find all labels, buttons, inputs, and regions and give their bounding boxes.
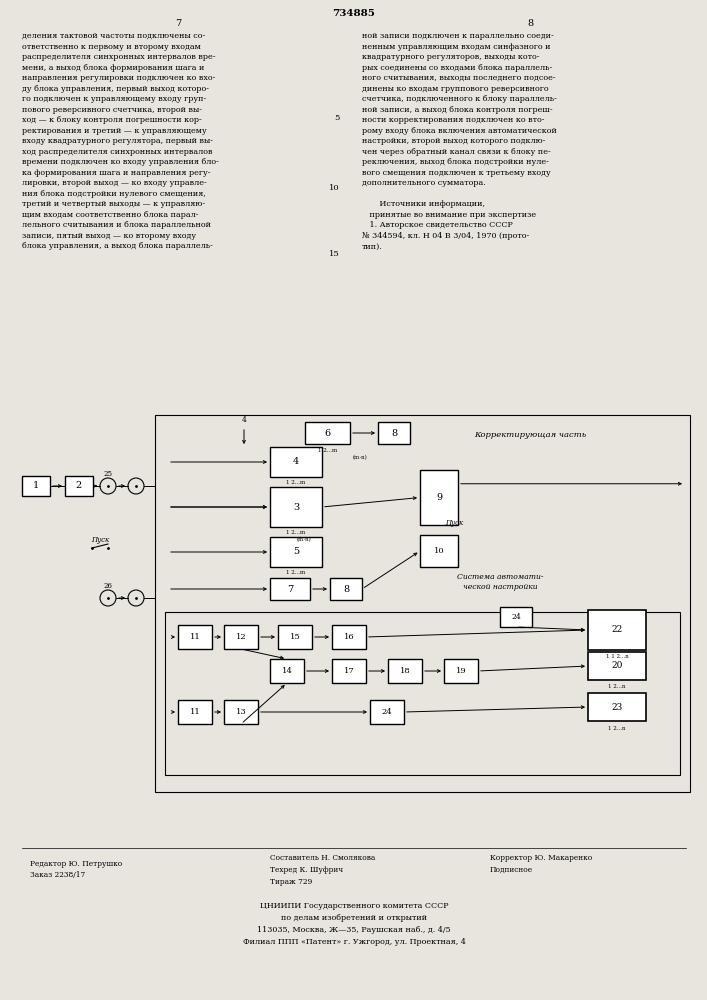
Text: 25: 25 [103, 470, 112, 478]
Text: Система автомати-
ческой настройки: Система автомати- ческой настройки [457, 573, 543, 591]
Text: Составитель Н. Смолякова: Составитель Н. Смолякова [270, 854, 375, 862]
Bar [332, 625, 366, 649]
Text: 23: 23 [612, 702, 623, 712]
Text: 6: 6 [325, 428, 331, 438]
Text: ЦНИИПИ Государственного комитета СССР: ЦНИИПИ Государственного комитета СССР [259, 902, 448, 910]
Text: 3: 3 [293, 502, 299, 512]
Text: 4: 4 [242, 416, 247, 424]
Text: 26: 26 [103, 582, 112, 590]
Text: Подписное: Подписное [490, 866, 533, 874]
Bar [332, 659, 366, 683]
Bar [224, 700, 258, 724]
Text: 19: 19 [455, 667, 467, 675]
Bar [305, 422, 350, 444]
Text: 8: 8 [391, 428, 397, 438]
Text: 1 2...m: 1 2...m [286, 570, 305, 574]
Bar [420, 470, 458, 525]
Text: деления тактовой частоты подключены со-
ответственно к первому и второму входам
: деления тактовой частоты подключены со- … [22, 32, 219, 250]
Text: 113035, Москва, Ж—35, Раушская наб., д. 4/5: 113035, Москва, Ж—35, Раушская наб., д. … [257, 926, 451, 934]
Text: 10: 10 [329, 184, 340, 192]
Text: 22: 22 [612, 626, 623, 635]
Text: Корректирующая часть: Корректирующая часть [474, 431, 586, 439]
Text: 24: 24 [382, 708, 392, 716]
Text: Техред К. Шуфрич: Техред К. Шуфрич [270, 866, 343, 874]
Text: 12: 12 [235, 633, 246, 641]
Text: Филиал ППП «Патент» г. Ужгород, ул. Проектная, 4: Филиал ППП «Патент» г. Ужгород, ул. Прое… [243, 938, 465, 946]
Text: Источники информации,
   принятые во внимание при экспертизе
   1. Авторское сви: Источники информации, принятые во вниман… [362, 200, 536, 251]
Bar [370, 700, 404, 724]
Text: 2: 2 [76, 482, 82, 490]
Text: 18: 18 [399, 667, 410, 675]
Text: 1 2...m: 1 2...m [318, 448, 337, 452]
Bar [22, 476, 50, 496]
Text: Редактор Ю. Петрушко
Заказ 2238/17: Редактор Ю. Петрушко Заказ 2238/17 [30, 860, 122, 879]
Text: 1 2...n: 1 2...n [608, 726, 626, 730]
Text: Пуск: Пуск [91, 536, 109, 544]
Text: Тираж 729: Тираж 729 [270, 878, 312, 886]
Text: 8: 8 [527, 19, 533, 28]
Text: Пуск: Пуск [445, 519, 463, 527]
Text: (m·n): (m·n) [353, 455, 368, 461]
Bar [444, 659, 478, 683]
Bar [588, 693, 646, 721]
Text: 5: 5 [293, 548, 299, 556]
Text: 1 2...m: 1 2...m [286, 480, 305, 485]
Text: 11: 11 [189, 633, 200, 641]
Bar [165, 612, 680, 775]
Text: 14: 14 [281, 667, 293, 675]
Text: 15: 15 [329, 250, 340, 258]
Text: 9: 9 [436, 493, 442, 502]
Text: 17: 17 [344, 667, 354, 675]
Text: (m·n): (m·n) [297, 537, 311, 543]
Bar [178, 700, 212, 724]
Text: ной записи подключен к параллельно соеди-
ненным управляющим входам синфазного и: ной записи подключен к параллельно соеди… [362, 32, 557, 187]
Text: Корректор Ю. Макаренко: Корректор Ю. Макаренко [490, 854, 592, 862]
Text: 24: 24 [511, 613, 521, 621]
Text: 20: 20 [612, 662, 623, 670]
Text: 1 2...m: 1 2...m [286, 530, 305, 534]
Text: 13: 13 [235, 708, 246, 716]
Text: 8: 8 [343, 584, 349, 593]
Text: 1: 1 [33, 482, 39, 490]
Bar [270, 487, 322, 527]
Text: 15: 15 [290, 633, 300, 641]
Text: 7: 7 [175, 19, 181, 28]
Text: 11: 11 [189, 708, 200, 716]
Text: 1 2...n: 1 2...n [608, 684, 626, 690]
Bar [65, 476, 93, 496]
Bar [500, 607, 532, 627]
Text: 4: 4 [293, 458, 299, 466]
Bar [178, 625, 212, 649]
Bar [588, 652, 646, 680]
Bar [270, 578, 310, 600]
Bar [278, 625, 312, 649]
Bar [155, 415, 690, 792]
Text: 1 1 2...n: 1 1 2...n [606, 654, 629, 660]
Bar [330, 578, 362, 600]
Text: 7: 7 [287, 584, 293, 593]
Text: 10: 10 [433, 547, 444, 555]
Bar [270, 659, 304, 683]
Bar [270, 537, 322, 567]
Bar [588, 610, 646, 650]
Text: 734885: 734885 [332, 9, 375, 18]
Text: 16: 16 [344, 633, 354, 641]
Bar [270, 447, 322, 477]
Bar [388, 659, 422, 683]
Text: по делам изобретений и открытий: по делам изобретений и открытий [281, 914, 427, 922]
Bar [224, 625, 258, 649]
Bar [420, 535, 458, 567]
Bar [378, 422, 410, 444]
Text: 5: 5 [334, 114, 340, 122]
